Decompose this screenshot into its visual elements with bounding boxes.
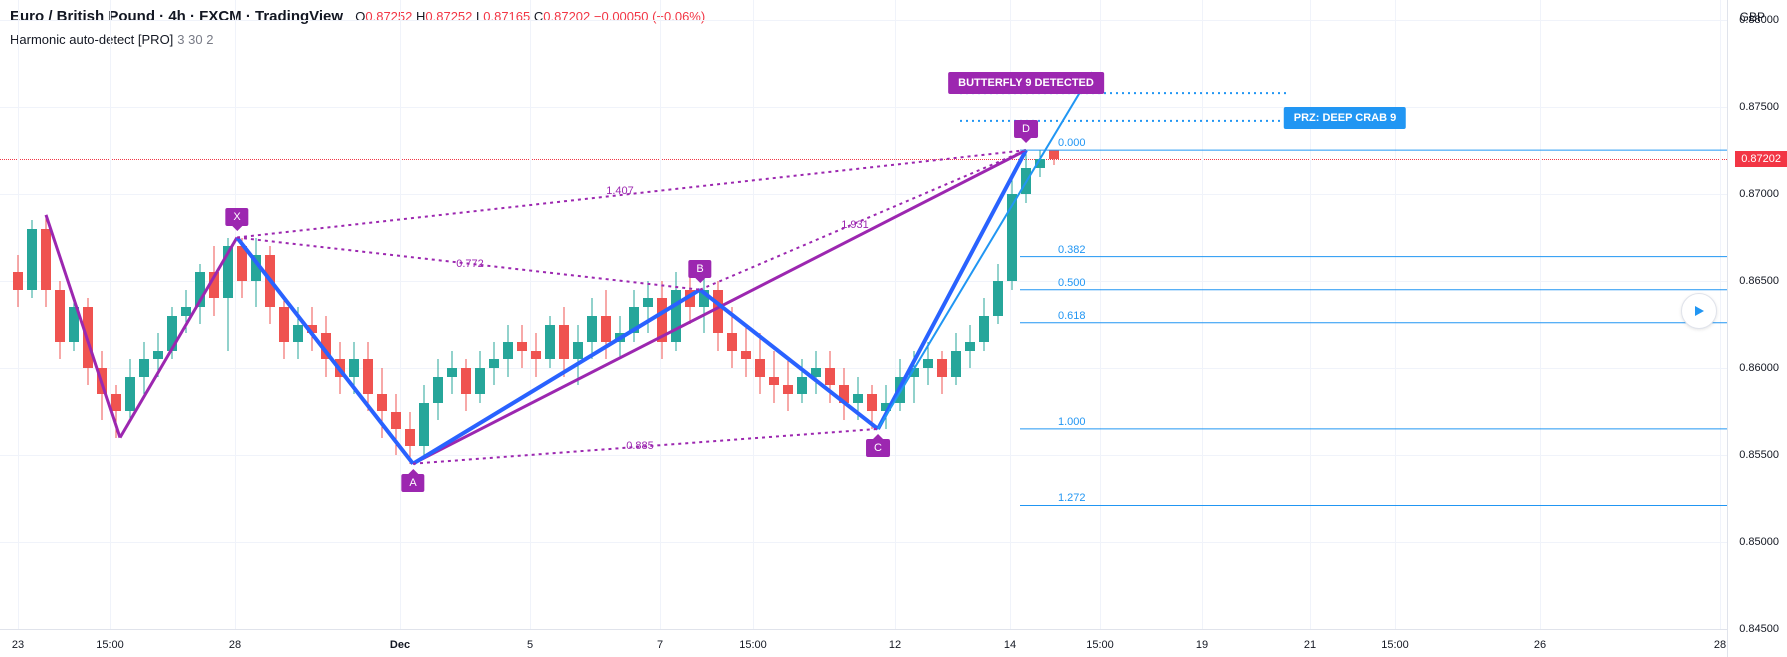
x-tick-label: Dec (390, 639, 410, 651)
x-tick-label: 28 (1714, 639, 1726, 651)
x-tick-label: 19 (1196, 639, 1208, 651)
y-tick-label: 0.86500 (1739, 275, 1779, 287)
fib-level-label: 0.382 (1058, 244, 1086, 256)
y-tick-label: 0.86000 (1739, 362, 1779, 374)
chart-container: Euro / British Pound · 4h · FXCM · Tradi… (0, 0, 1787, 657)
y-tick-label: 0.88000 (1739, 14, 1779, 26)
x-tick-label: 14 (1004, 639, 1016, 651)
x-tick-label: 15:00 (1086, 639, 1114, 651)
ratio-label: 0.885 (626, 440, 654, 452)
fib-level-label: 1.000 (1058, 416, 1086, 428)
pattern-point-D: D (1014, 120, 1038, 138)
x-tick-label: 7 (657, 639, 663, 651)
pattern-point-B: B (688, 260, 711, 278)
x-tick-label: 21 (1304, 639, 1316, 651)
pattern-point-X: X (225, 208, 248, 226)
y-tick-label: 0.85500 (1739, 449, 1779, 461)
fib-level-label: 0.618 (1058, 310, 1086, 322)
ratio-label: 1.407 (606, 185, 634, 197)
ratio-label: 1.931 (841, 219, 869, 231)
x-tick-label: 12 (889, 639, 901, 651)
prz-label: PRZ: DEEP CRAB 9 (1284, 107, 1406, 129)
fib-level-label: 1.272 (1058, 492, 1086, 504)
play-button[interactable] (1681, 293, 1717, 329)
fib-level-label: 0.500 (1058, 277, 1086, 289)
x-tick-label: 15:00 (739, 639, 767, 651)
x-tick-label: 5 (527, 639, 533, 651)
x-tick-label: 23 (12, 639, 24, 651)
detection-label: BUTTERFLY 9 DETECTED (948, 72, 1104, 94)
y-axis[interactable]: GBP 0.880000.875000.870000.865000.860000… (1727, 0, 1787, 657)
ratio-label: 0.772 (456, 258, 484, 270)
y-tick-label: 0.87000 (1739, 188, 1779, 200)
pattern-point-C: C (866, 439, 890, 457)
current-price-tag: 0.87202 (1735, 151, 1787, 167)
fib-level-label: 0.000 (1058, 137, 1086, 149)
y-tick-label: 0.87500 (1739, 101, 1779, 113)
x-tick-label: 15:00 (96, 639, 124, 651)
x-axis[interactable]: 23 15:00 28 Dec 5 7 15:00 12 14 15:00 19 21 15:00 26 2… (0, 629, 1727, 657)
x-tick-label: 28 (229, 639, 241, 651)
x-tick-label: 26 (1534, 639, 1546, 651)
y-tick-label: 0.84500 (1739, 623, 1779, 635)
y-tick-label: 0.85000 (1739, 536, 1779, 548)
x-tick-label: 15:00 (1381, 639, 1409, 651)
pattern-point-A: A (401, 474, 424, 492)
